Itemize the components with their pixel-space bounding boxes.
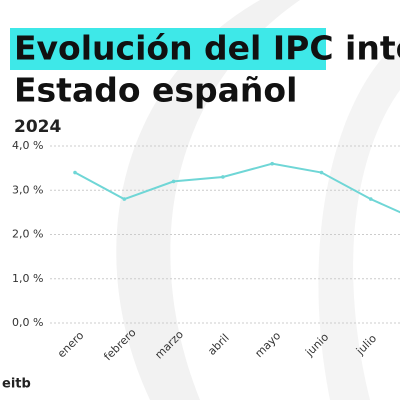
brand-logo: eitb [2,377,31,392]
data-point [73,170,77,175]
data-point [369,197,373,201]
year-label: 2024 [14,117,61,137]
chart-title: Evolución del IPC inter [14,29,400,68]
chart-subtitle: Estado español [14,71,297,110]
y-tick-label: 0,0 % [12,316,43,329]
title-highlight [10,28,326,70]
y-tick-label: 2,0 % [12,228,43,241]
data-point [221,175,225,179]
x-tick-label: mayo [252,329,283,360]
x-tick-label: abril [205,331,231,357]
background-shape [318,40,400,400]
x-tick-label: enero [55,329,87,361]
y-tick-label: 3,0 % [12,183,43,196]
data-point [171,179,176,184]
data-line [74,162,400,214]
data-point [270,161,275,166]
y-tick-label: 4,0 % [12,139,43,152]
data-point [319,170,324,175]
y-tick-label: 1,0 % [12,272,43,285]
background-shape [116,0,300,400]
data-point [122,197,127,201]
